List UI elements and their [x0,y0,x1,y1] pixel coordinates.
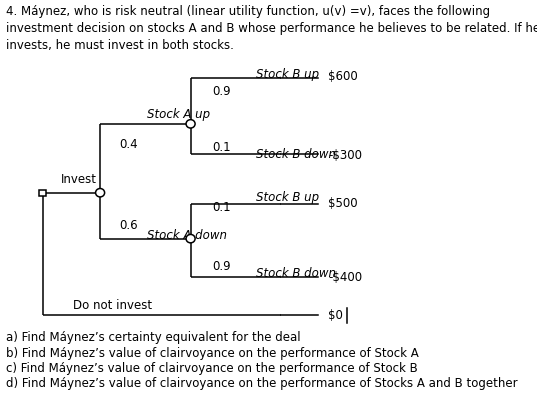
Text: -$400: -$400 [328,271,362,284]
Text: Stock B up: Stock B up [256,68,320,81]
Text: c) Find Máynez’s value of clairvoyance on the performance of Stock B: c) Find Máynez’s value of clairvoyance o… [6,362,418,375]
Text: 0.4: 0.4 [120,138,138,151]
Text: d) Find Máynez’s value of clairvoyance on the performance of Stocks A and B toge: d) Find Máynez’s value of clairvoyance o… [6,377,518,390]
Text: 0.1: 0.1 [212,141,231,154]
Circle shape [186,119,195,128]
Text: $500: $500 [328,196,358,209]
Text: -$300: -$300 [328,149,362,162]
Text: 0.9: 0.9 [212,85,231,98]
Text: 0.6: 0.6 [120,219,138,232]
Text: 0.9: 0.9 [212,260,231,273]
Text: Stock A up: Stock A up [147,108,211,121]
Text: $600: $600 [328,70,358,83]
Circle shape [186,235,195,243]
Bar [39,190,46,196]
Text: $0: $0 [328,309,343,322]
Text: Invest: Invest [61,173,97,186]
Text: Stock A down: Stock A down [147,229,227,242]
Text: a) Find Máynez’s certainty equivalent for the deal: a) Find Máynez’s certainty equivalent fo… [6,331,301,344]
Text: Stock B up: Stock B up [256,191,320,204]
Text: Stock B down: Stock B down [256,267,336,280]
Text: Stock B down: Stock B down [256,148,336,161]
Text: 4. Máynez, who is risk neutral (linear utility function, u(v) =v), faces the fol: 4. Máynez, who is risk neutral (linear u… [6,5,537,52]
Circle shape [96,189,105,197]
Text: Do not invest: Do not invest [74,299,153,312]
Text: b) Find Máynez’s value of clairvoyance on the performance of Stock A: b) Find Máynez’s value of clairvoyance o… [6,347,419,360]
Text: 0.1: 0.1 [212,201,231,214]
